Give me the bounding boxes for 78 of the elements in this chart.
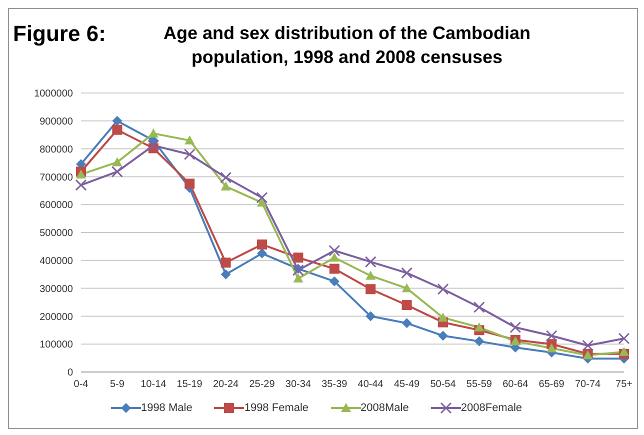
point [366, 284, 376, 294]
point [402, 300, 412, 310]
y-tick-label: 500000 [40, 228, 74, 240]
point [112, 116, 122, 126]
y-tick-label: 1000000 [34, 88, 74, 100]
point [112, 157, 122, 166]
legend-label: 1998 Male [140, 402, 192, 414]
x-tick-label: 5-9 [110, 379, 125, 390]
point [220, 172, 232, 184]
point [256, 192, 268, 204]
point [402, 283, 412, 292]
x-tick-label: 15-19 [176, 379, 203, 390]
y-tick-label: 600000 [40, 200, 74, 212]
x-tick-label: 50-54 [430, 379, 456, 390]
point [510, 322, 522, 334]
point [329, 252, 340, 262]
legend-label: 2008Female [460, 402, 522, 414]
chart-title: Age and sex distribution of the Cambodian population, 1998 and 2008 censuses [162, 22, 532, 69]
point [437, 283, 449, 295]
x-tick-label: 30-34 [285, 379, 312, 390]
point [329, 276, 340, 286]
point [401, 267, 413, 279]
x-tick-label: 20-24 [213, 379, 240, 390]
point [184, 148, 196, 160]
y-tick-label: 700000 [40, 172, 74, 184]
point [328, 244, 340, 256]
x-tick-label: 35-39 [322, 379, 348, 390]
x-tick-label: 65-69 [538, 379, 565, 390]
point [257, 248, 267, 258]
point [474, 336, 484, 346]
x-tick-label: 70-74 [575, 379, 602, 390]
point [75, 179, 87, 191]
point [257, 239, 267, 250]
x-tick-label: 60-64 [502, 379, 529, 390]
point [546, 330, 558, 342]
point [257, 198, 267, 207]
point [473, 302, 485, 314]
caption: Figure 6: [13, 21, 106, 47]
point [220, 269, 231, 280]
point [148, 140, 160, 152]
legend-label: 1998 Female [243, 402, 309, 414]
point [148, 128, 158, 138]
x-tick-label: 75+ [616, 379, 633, 390]
y-tick-label: 400000 [40, 256, 74, 267]
point [112, 124, 122, 135]
point [184, 178, 195, 189]
point [546, 343, 557, 352]
point [582, 340, 594, 352]
point [618, 332, 630, 344]
x-tick-label: 40-44 [358, 379, 384, 390]
point [438, 330, 448, 341]
point [293, 274, 304, 283]
point [111, 166, 123, 178]
x-tick-label: 55-59 [466, 379, 492, 390]
point [76, 169, 86, 178]
point [220, 258, 231, 268]
x-tick-label: 25-29 [249, 379, 276, 390]
point [402, 318, 412, 328]
x-tick-label: 10-14 [140, 379, 167, 390]
x-tick-label: 45-49 [394, 379, 420, 390]
point [364, 256, 376, 268]
point [184, 135, 195, 144]
point [329, 264, 340, 274]
point [366, 311, 376, 322]
legend-label: 2008Male [360, 402, 409, 414]
point [619, 346, 629, 356]
point [474, 322, 484, 332]
y-tick-label: 300000 [40, 284, 74, 295]
point [293, 252, 304, 263]
point [220, 181, 231, 190]
y-tick-label: 100000 [40, 340, 74, 351]
y-tick-label: 0 [67, 368, 74, 379]
point [438, 312, 448, 322]
point [366, 270, 376, 280]
y-tick-label: 900000 [40, 116, 74, 128]
x-tick-label: 0-4 [74, 379, 89, 390]
y-tick-label: 200000 [40, 312, 74, 323]
y-tick-label: 800000 [40, 144, 74, 156]
